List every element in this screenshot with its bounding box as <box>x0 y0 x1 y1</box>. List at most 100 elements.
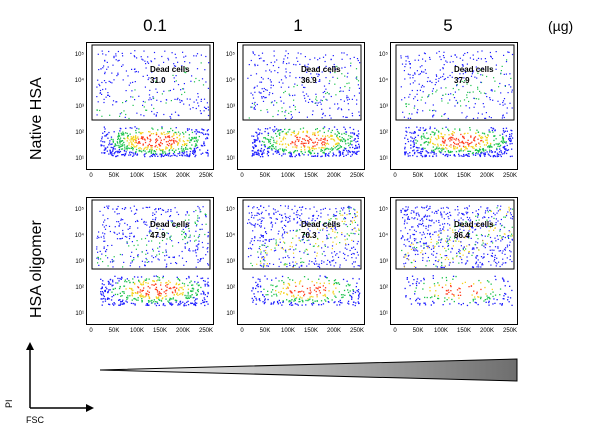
row-label-hsa-oligomer: HSA oligomer <box>28 220 45 318</box>
x-tick-label: 200K <box>175 173 190 179</box>
x-tick-label: 0 <box>240 173 244 179</box>
y-tick-label: 10⁴ <box>74 233 84 239</box>
x-tick-label: 0 <box>240 328 244 334</box>
y-tick-label: 10² <box>379 130 388 136</box>
y-tick-label: 10³ <box>226 104 235 110</box>
x-tick-label: 0 <box>393 173 397 179</box>
dead-cells-gate <box>242 199 362 270</box>
x-tick-label: 150K <box>456 328 471 334</box>
x-tick-label: 150K <box>456 173 471 179</box>
y-tick-label: 10⁵ <box>378 52 388 58</box>
gate-label: Dead cells 37.9 <box>454 64 494 86</box>
dot-plot <box>390 42 518 170</box>
gate-label-title: Dead cells <box>150 65 190 74</box>
axis-y-label: PI <box>4 399 14 408</box>
flow-plot-panel: Dead cells 47.9 <box>86 197 214 325</box>
plot-frame <box>237 42 365 170</box>
x-tick-label: 100K <box>433 328 448 334</box>
x-tick-label: 200K <box>479 173 494 179</box>
x-tick-label: 50K <box>412 173 424 179</box>
axis-key-icon <box>26 342 94 412</box>
x-tick-label: 0 <box>89 173 93 179</box>
dead-cells-gate <box>395 199 515 270</box>
flow-plot-panel: Dead cells 36.9 <box>237 42 365 170</box>
dot-plot <box>237 197 365 325</box>
column-header-5: 5 <box>443 16 453 35</box>
dot-plot <box>237 42 365 170</box>
y-tick-label: 10³ <box>379 104 388 110</box>
y-tick-label: 10³ <box>75 259 84 265</box>
y-tick-label: 10⁵ <box>225 207 235 213</box>
y-tick-label: 10¹ <box>226 311 235 317</box>
gate-label-title: Dead cells <box>301 65 341 74</box>
x-tick-label: 100K <box>129 328 144 334</box>
flow-plot-panel: Dead cells 37.9 <box>390 42 518 170</box>
y-tick-label: 10⁴ <box>378 78 388 84</box>
y-tick-label: 10⁴ <box>378 233 388 239</box>
y-tick-label: 10² <box>226 130 235 136</box>
x-tick-label: 250K <box>349 328 364 334</box>
gate-label: Dead cells 36.9 <box>301 64 341 86</box>
plot-frame <box>86 42 214 170</box>
gate-percentage: 86.4 <box>454 231 470 240</box>
x-tick-label: 50K <box>108 328 120 334</box>
flow-plot-panel: Dead cells 31.0 <box>86 42 214 170</box>
x-tick-label: 0 <box>393 328 397 334</box>
y-tick-label: 10⁵ <box>378 207 388 213</box>
y-tick-label: 10¹ <box>379 311 388 317</box>
row-label-native-hsa: Native HSA <box>28 77 45 160</box>
x-tick-label: 250K <box>198 328 213 334</box>
dead-cells-gate <box>91 199 211 270</box>
y-tick-label: 10⁴ <box>225 78 235 84</box>
gate-percentage: 36.9 <box>301 76 317 85</box>
y-tick-label: 10³ <box>379 259 388 265</box>
plot-frame <box>237 197 365 325</box>
dead-cells-gate <box>395 44 515 121</box>
plot-frame <box>86 197 214 325</box>
x-tick-label: 100K <box>129 173 144 179</box>
x-tick-label: 150K <box>152 328 167 334</box>
flow-plot-panel: Dead cells 86.4 <box>390 197 518 325</box>
y-tick-label: 10³ <box>75 104 84 110</box>
x-tick-label: 50K <box>412 328 424 334</box>
y-tick-label: 10¹ <box>75 311 84 317</box>
gate-label: Dead cells 86.4 <box>454 219 494 241</box>
column-header-1: 1 <box>293 16 303 35</box>
y-tick-label: 10¹ <box>379 156 388 162</box>
dot-plot <box>390 197 518 325</box>
gate-label: Dead cells 31.0 <box>150 64 190 86</box>
x-tick-label: 50K <box>108 173 120 179</box>
column-header-0.1: 0.1 <box>143 16 167 35</box>
y-tick-label: 10⁵ <box>74 52 84 58</box>
y-tick-label: 10² <box>75 285 84 291</box>
x-tick-label: 50K <box>259 173 271 179</box>
x-tick-label: 200K <box>326 173 341 179</box>
x-tick-label: 50K <box>259 328 271 334</box>
gate-label-title: Dead cells <box>301 220 341 229</box>
gate-percentage: 37.9 <box>454 76 470 85</box>
y-tick-label: 10³ <box>226 259 235 265</box>
y-tick-label: 10¹ <box>226 156 235 162</box>
gate-label: Dead cells 70.3 <box>301 219 341 241</box>
flow-plot-panel: Dead cells 70.3 <box>237 197 365 325</box>
x-tick-label: 250K <box>349 173 364 179</box>
y-tick-label: 10⁵ <box>74 207 84 213</box>
dead-cells-gate <box>91 44 211 121</box>
y-tick-label: 10² <box>75 130 84 136</box>
gate-label-title: Dead cells <box>454 220 494 229</box>
gate-percentage: 47.9 <box>150 231 166 240</box>
y-tick-label: 10⁴ <box>225 233 235 239</box>
x-tick-label: 250K <box>502 173 517 179</box>
x-tick-label: 100K <box>280 173 295 179</box>
plot-frame <box>390 197 518 325</box>
axis-x-label: FSC <box>26 415 44 425</box>
gate-label-title: Dead cells <box>454 65 494 74</box>
x-tick-label: 250K <box>198 173 213 179</box>
x-tick-label: 100K <box>280 328 295 334</box>
dead-cells-gate <box>242 44 362 121</box>
x-tick-label: 200K <box>326 328 341 334</box>
y-tick-label: 10² <box>226 285 235 291</box>
x-tick-label: 200K <box>479 328 494 334</box>
y-tick-label: 10⁴ <box>74 78 84 84</box>
x-tick-label: 150K <box>303 328 318 334</box>
